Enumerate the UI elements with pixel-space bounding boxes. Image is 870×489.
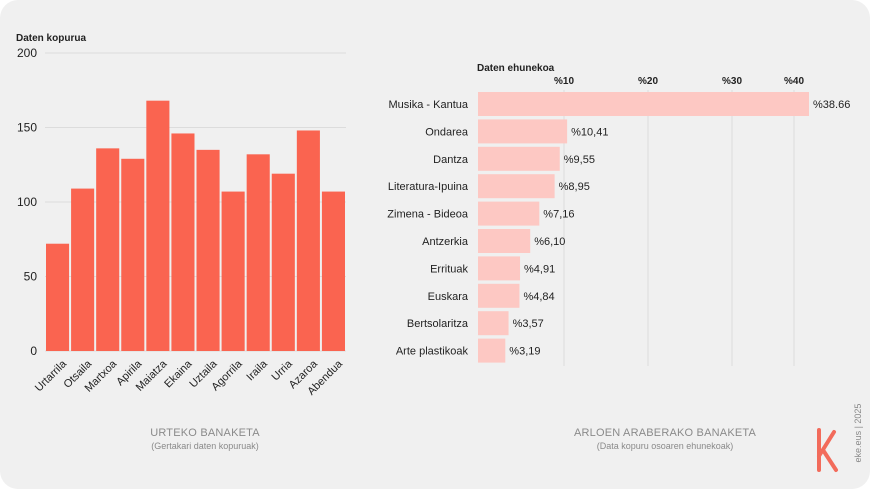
data-label: %10,41	[571, 126, 608, 138]
bar-category	[478, 146, 560, 171]
right-chart-title: ARLOEN ARABERAKO BANAKETA	[573, 427, 757, 439]
y-axis-label: Daten kopurua	[16, 33, 86, 44]
category-label: Euskara	[428, 291, 469, 303]
bar-martxoa	[96, 148, 120, 351]
bar-agorrila	[221, 191, 245, 351]
category-label: Errituak	[430, 263, 468, 275]
category-label: Dantza	[433, 154, 469, 166]
bar-urtarrila	[46, 243, 70, 351]
bar-maiatza	[146, 100, 170, 352]
data-label: %3,57	[513, 318, 544, 330]
x-tick-label: %20	[638, 76, 658, 87]
bar-category	[478, 229, 531, 253]
bar-ekaina	[171, 133, 195, 351]
bar-category	[478, 256, 521, 281]
category-label: Ondarea	[425, 126, 469, 138]
bar-category	[478, 311, 509, 336]
right-chart-subtitle: (Data kopuru osoaren ehunekoak)	[596, 441, 734, 451]
bar-category	[478, 119, 568, 144]
brand-text: eke.eus | 2025	[853, 403, 863, 463]
category-label: Literatura-Ipuina	[388, 181, 469, 193]
data-label: %8,95	[559, 181, 590, 193]
category-label: Antzerkia	[422, 236, 469, 248]
y-tick-label: 100	[17, 195, 37, 209]
data-label: %4,84	[523, 291, 554, 303]
left-chart-subtitle: (Gertakari daten kopuruak)	[151, 441, 259, 451]
eke-k-logo-icon	[817, 428, 838, 472]
right-caption: ARLOEN ARABERAKO BANAKETA (Data kopuru o…	[500, 427, 830, 451]
bar-apirila	[121, 158, 145, 351]
data-label: %6,10	[534, 236, 565, 248]
bar-uztaila	[196, 149, 220, 351]
bar-otsaila	[71, 188, 95, 351]
bar-category	[478, 201, 540, 226]
category-label: Arte plastikoak	[396, 346, 469, 358]
x-axis-label: Daten ehunekoa	[477, 63, 555, 74]
data-label: %9,55	[564, 154, 595, 166]
bar-category	[478, 283, 520, 308]
data-label: %38.66	[813, 99, 850, 111]
bar-category	[478, 174, 555, 199]
x-tick-label: %30	[722, 76, 742, 87]
category-label: Musika - Kantua	[389, 99, 469, 111]
left-caption: URTEKO BANAKETA (Gertakari daten kopurua…	[40, 427, 370, 451]
data-label: %4,91	[524, 263, 555, 275]
x-tick-label: %40	[784, 76, 804, 87]
y-tick-label: 50	[24, 270, 38, 284]
bar-category	[478, 338, 506, 363]
x-tick-label: %10	[554, 76, 574, 87]
bar-urria	[271, 173, 295, 351]
y-tick-label: 200	[17, 46, 37, 60]
bar-abendua	[321, 191, 345, 351]
bar-category	[478, 92, 809, 116]
y-tick-label: 150	[17, 121, 37, 135]
data-label: %3,19	[509, 346, 540, 358]
category-label: Bertsolaritza	[407, 318, 469, 330]
bar-iraila	[246, 154, 270, 351]
left-chart-title: URTEKO BANAKETA	[150, 427, 260, 439]
category-label: Zimena - Bideoa	[387, 209, 469, 221]
data-label: %7,16	[543, 209, 574, 221]
y-tick-label: 0	[30, 344, 37, 358]
bar-azaroa	[296, 130, 320, 351]
